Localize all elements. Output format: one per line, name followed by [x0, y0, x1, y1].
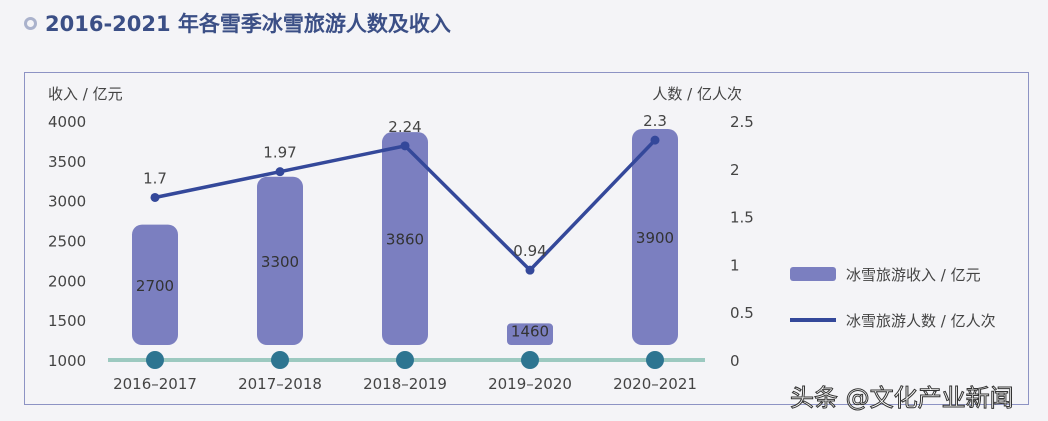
bar	[132, 224, 178, 345]
x-tick-label: 2016–2017	[113, 375, 197, 393]
x-axis-marker	[396, 351, 414, 369]
line-data-label: 1.97	[263, 144, 296, 162]
y-tick-left: 1000	[48, 352, 86, 370]
y-tick-left: 3000	[48, 193, 86, 211]
bar	[257, 176, 303, 345]
y-tick-left: 2500	[48, 233, 86, 251]
bar-data-label: 3860	[386, 231, 424, 249]
y-axis-right-label: 人数 / 亿人次	[652, 85, 742, 103]
y-tick-left: 1500	[48, 312, 86, 330]
y-axis-left-label: 收入 / 亿元	[48, 85, 123, 103]
bar	[382, 132, 428, 345]
y-tick-left: 3500	[48, 153, 86, 171]
y-tick-left: 2000	[48, 272, 86, 290]
legend-bar-swatch	[790, 267, 836, 281]
y-tick-right: 2	[730, 161, 740, 179]
y-tick-right: 0.5	[730, 304, 754, 322]
x-axis-marker	[271, 351, 289, 369]
y-tick-right: 2.5	[730, 113, 754, 131]
line-data-label: 2.24	[388, 118, 421, 136]
bar-data-label: 3300	[261, 253, 299, 271]
y-tick-left: 4000	[48, 113, 86, 131]
x-axis-marker	[521, 351, 539, 369]
legend-bar-label: 冰雪旅游收入 / 亿元	[846, 266, 981, 284]
line-data-label: 1.7	[143, 169, 167, 187]
x-axis-marker	[146, 351, 164, 369]
x-tick-label: 2020–2021	[613, 375, 697, 393]
line-point	[400, 141, 410, 151]
y-tick-right: 0	[730, 352, 740, 370]
x-axis-marker	[646, 351, 664, 369]
x-tick-label: 2019–2020	[488, 375, 572, 393]
x-tick-label: 2018–2019	[363, 375, 447, 393]
y-tick-right: 1.5	[730, 209, 754, 227]
chart-title-text: 2016-2021 年各雪季冰雪旅游人数及收入	[45, 12, 451, 36]
bar	[507, 323, 553, 345]
line-point	[150, 192, 160, 202]
bar-data-label: 1460	[511, 322, 549, 340]
y-tick-right: 1	[730, 256, 740, 274]
chart-title: 2016-2021 年各雪季冰雪旅游人数及收入	[24, 8, 451, 38]
line-point	[525, 265, 535, 275]
bar	[632, 128, 678, 345]
bar-data-label: 2700	[136, 277, 174, 295]
x-tick-label: 2017–2018	[238, 375, 322, 393]
bar-data-label: 3900	[636, 229, 674, 247]
chart-frame	[24, 72, 1029, 405]
line-point	[650, 135, 660, 145]
line-data-label: 2.3	[643, 112, 667, 130]
line-point	[275, 167, 285, 177]
legend-line-label: 冰雪旅游人数 / 亿人次	[846, 312, 996, 330]
line-data-label: 0.94	[513, 242, 546, 260]
watermark: 头条 @文化产业新闻	[790, 384, 1015, 413]
circle-bullet-icon	[24, 17, 37, 30]
